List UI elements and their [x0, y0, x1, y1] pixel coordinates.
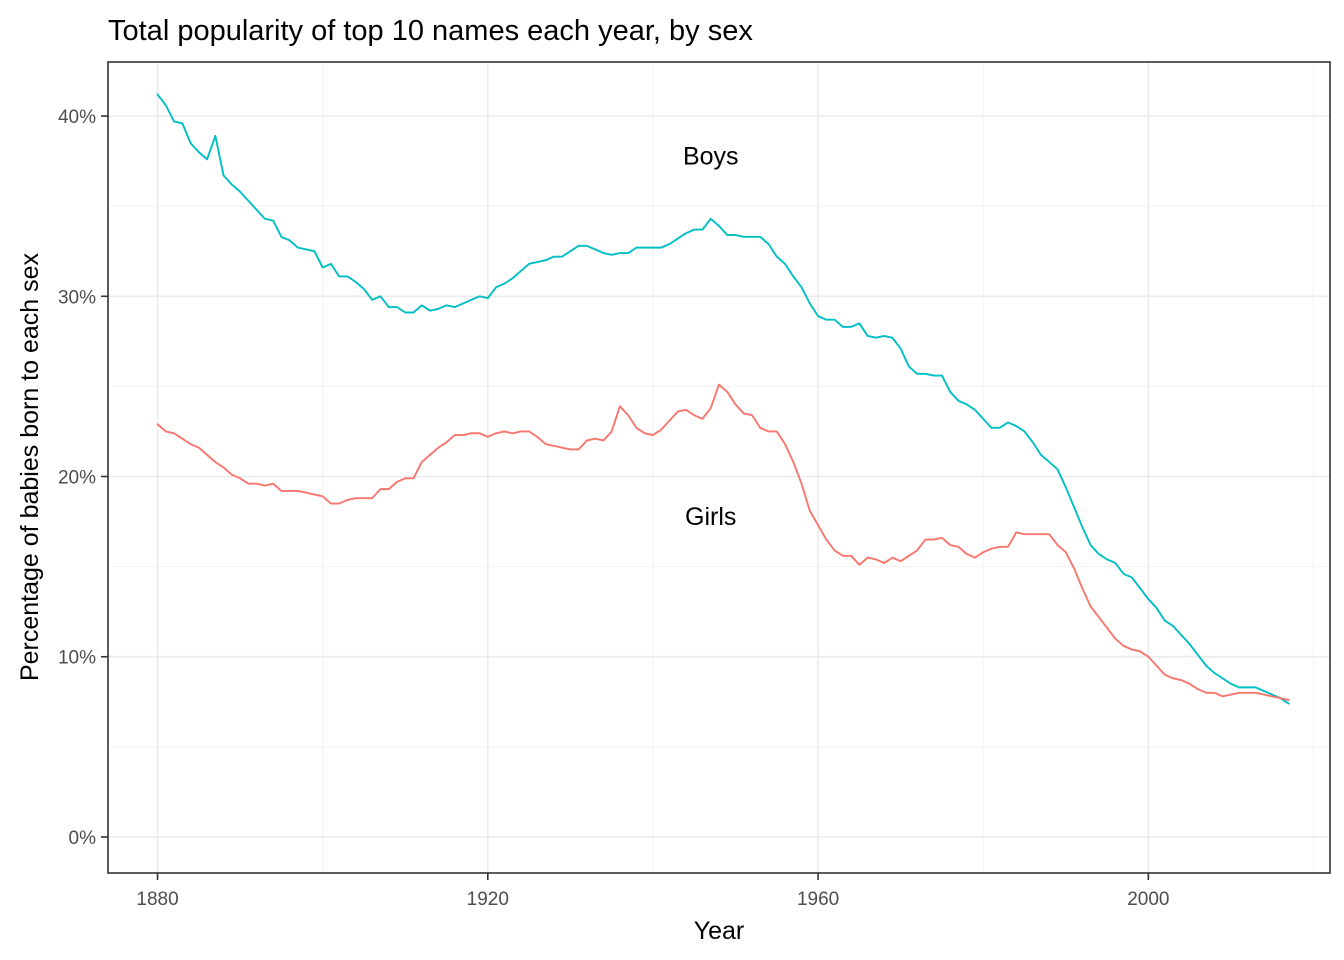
x-axis-title: Year: [694, 917, 745, 945]
grid: [108, 62, 1330, 873]
x-tick-label: 1960: [797, 889, 839, 910]
chart-title: Total popularity of top 10 names each ye…: [108, 15, 753, 47]
series-lines: [156, 93, 1290, 705]
x-tick-label: 1880: [136, 889, 178, 910]
y-tick-label: 30%: [58, 287, 96, 308]
annotation-boys: Boys: [683, 143, 739, 171]
series-line-girls: [156, 383, 1290, 701]
annotation-girls: Girls: [685, 503, 736, 531]
y-tick-label: 0%: [69, 828, 97, 849]
annotations: Boys Girls: [683, 143, 739, 531]
y-tick-label: 20%: [58, 468, 96, 489]
series-line-boys: [156, 93, 1290, 705]
y-tick-label: 40%: [58, 107, 96, 128]
panel-border: [107, 61, 1331, 874]
x-tick-label: 2000: [1127, 889, 1169, 910]
x-tick-label: 1920: [467, 889, 509, 910]
y-axis-title: Percentage of babies born to each sex: [16, 252, 44, 681]
y-tick-label: 10%: [58, 648, 96, 669]
axis-ticks: 1880 1920 1960 2000 0% 10% 20% 30% 40%: [58, 107, 1170, 910]
